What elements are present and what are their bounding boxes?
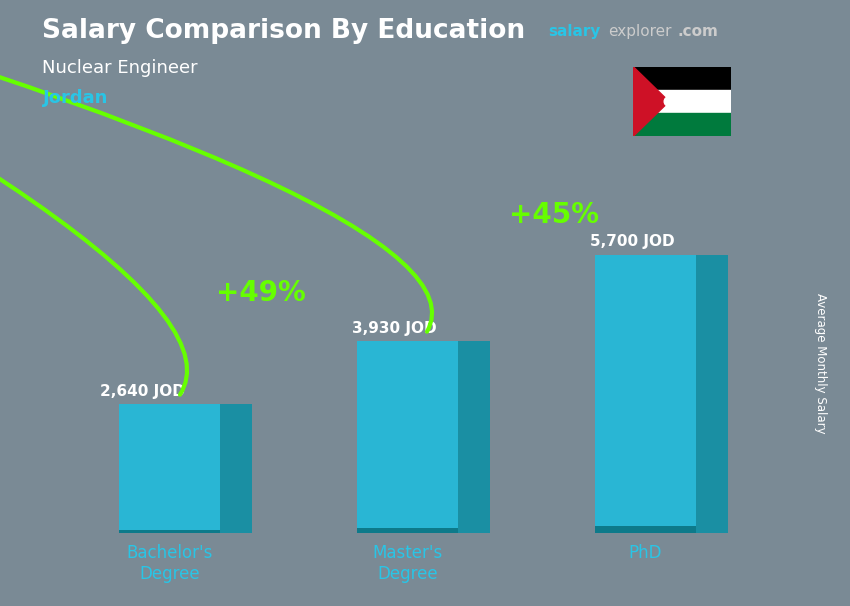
Polygon shape [633,67,669,136]
Text: Nuclear Engineer: Nuclear Engineer [42,59,198,77]
Circle shape [664,97,672,106]
Bar [357,528,457,533]
Bar [633,90,731,113]
Text: 3,930 JOD: 3,930 JOD [353,321,437,336]
Bar [457,341,490,533]
Bar [219,404,252,533]
Bar [119,404,219,533]
Text: explorer: explorer [609,24,672,39]
Text: 5,700 JOD: 5,700 JOD [591,234,675,249]
Text: Average Monthly Salary: Average Monthly Salary [813,293,827,434]
Bar [119,530,219,533]
Text: 2,640 JOD: 2,640 JOD [99,384,184,399]
Bar [357,341,457,533]
Bar [633,113,731,136]
Text: +45%: +45% [509,201,598,229]
Bar [595,527,695,533]
Text: Jordan: Jordan [42,89,108,107]
Bar [633,67,731,90]
Bar [595,255,695,533]
Text: salary: salary [548,24,601,39]
Text: .com: .com [677,24,718,39]
Text: +49%: +49% [216,279,306,307]
Text: Salary Comparison By Education: Salary Comparison By Education [42,18,525,44]
Bar [695,255,728,533]
